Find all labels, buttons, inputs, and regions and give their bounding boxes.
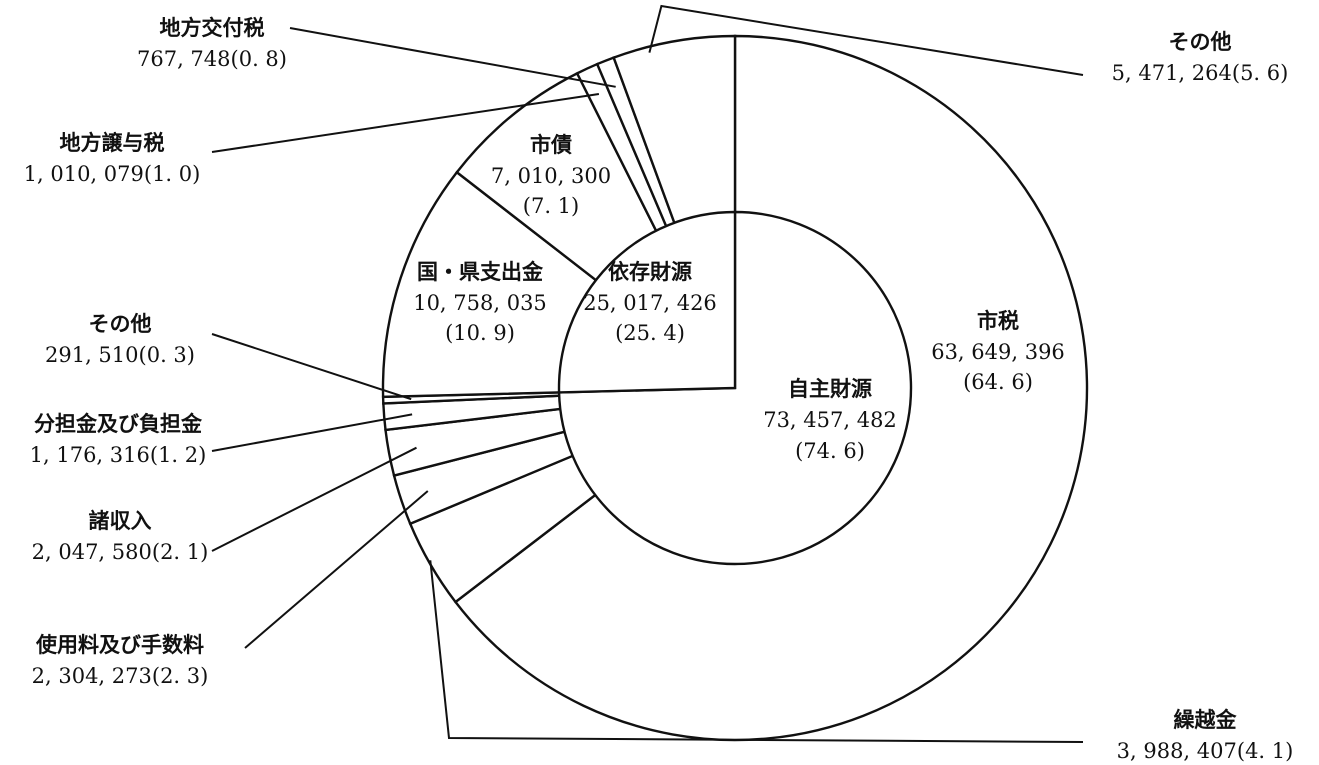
label-buntan-name: 分担金及び負担金 (34, 411, 203, 436)
label-shisai-pct: (7. 1) (523, 194, 579, 218)
label-shoshunyu-valuepct: 2, 047, 580(2. 1) (32, 540, 209, 564)
leader-buntan (211, 413, 413, 452)
label-jishu-value: 73, 457, 482 (763, 408, 897, 432)
label-shoshunyu-name: 諸収入 (89, 508, 152, 533)
leader-lines (211, 4, 1084, 743)
inner-ring (557, 210, 913, 566)
label-sonota-left-name: その他 (89, 311, 152, 336)
leader-kurikoshi (429, 560, 1084, 743)
label-joyozei-name: 地方譲与税 (60, 130, 165, 155)
label-kofuzei-name: 地方交付税 (160, 15, 265, 40)
label-shizei-name: 市税 (977, 308, 1019, 333)
label-izon-name: 依存財源 (608, 259, 692, 284)
leader-sonota-left (211, 333, 412, 401)
label-kurikoshi-valuepct: 3, 988, 407(4. 1) (1117, 739, 1294, 763)
leader-kofuzei (289, 27, 616, 88)
label-sonota-right-name: その他 (1169, 29, 1232, 54)
label-jishu-pct: (74. 6) (795, 439, 865, 463)
label-shizei-pct: (64. 6) (963, 370, 1033, 394)
leader-shiyoryo (244, 490, 429, 649)
label-kofuzei-valuepct: 767, 748(0. 8) (137, 47, 287, 71)
label-izon-value: 25, 017, 426 (583, 291, 717, 315)
label-shiyoryo-name: 使用料及び手数料 (35, 632, 204, 657)
leader-joyozei (211, 93, 600, 153)
label-shisai-name: 市債 (530, 132, 572, 157)
label-shisai-value: 7, 010, 300 (491, 164, 611, 188)
inner-slice-1 (557, 210, 737, 394)
leader-shoshunyu (211, 446, 417, 552)
label-buntan-valuepct: 1, 176, 316(1. 2) (30, 443, 207, 467)
label-kokuken-pct: (10. 9) (445, 321, 515, 345)
label-kurikoshi-name: 繰越金 (1174, 707, 1238, 732)
label-joyozei-valuepct: 1, 010, 079(1. 0) (24, 162, 201, 186)
label-jishu-name: 自主財源 (788, 376, 872, 401)
label-izon-pct: (25. 4) (615, 321, 685, 345)
label-kokuken-value: 10, 758, 035 (413, 291, 547, 315)
leader-sonota-right (648, 4, 1084, 76)
label-shizei-value: 63, 649, 396 (931, 340, 1065, 364)
label-sonota-right-valuepct: 5, 471, 264(5. 6) (1112, 61, 1289, 85)
label-sonota-left-valuepct: 291, 510(0. 3) (45, 343, 195, 367)
label-shiyoryo-valuepct: 2, 304, 273(2. 3) (32, 664, 209, 688)
label-kokuken-name: 国・県支出金 (417, 259, 544, 284)
